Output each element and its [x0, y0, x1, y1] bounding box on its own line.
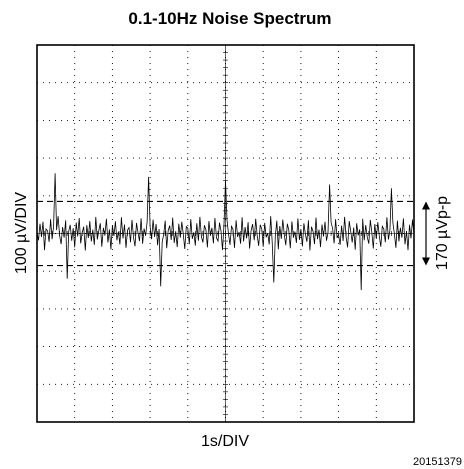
y-axis-label: 100 µV/DIV — [13, 192, 30, 274]
x-axis-label: 1s/DIV — [201, 433, 249, 450]
annotation-arrowhead-down — [422, 258, 430, 266]
chart-title: 0.1-10Hz Noise Spectrum — [128, 9, 331, 28]
annotation-arrowhead-up — [422, 201, 430, 209]
amplitude-annotation-arrow — [422, 201, 430, 265]
figure-id: 20151379 — [413, 456, 462, 468]
amplitude-annotation-label: 170 µVp-p — [434, 196, 451, 270]
